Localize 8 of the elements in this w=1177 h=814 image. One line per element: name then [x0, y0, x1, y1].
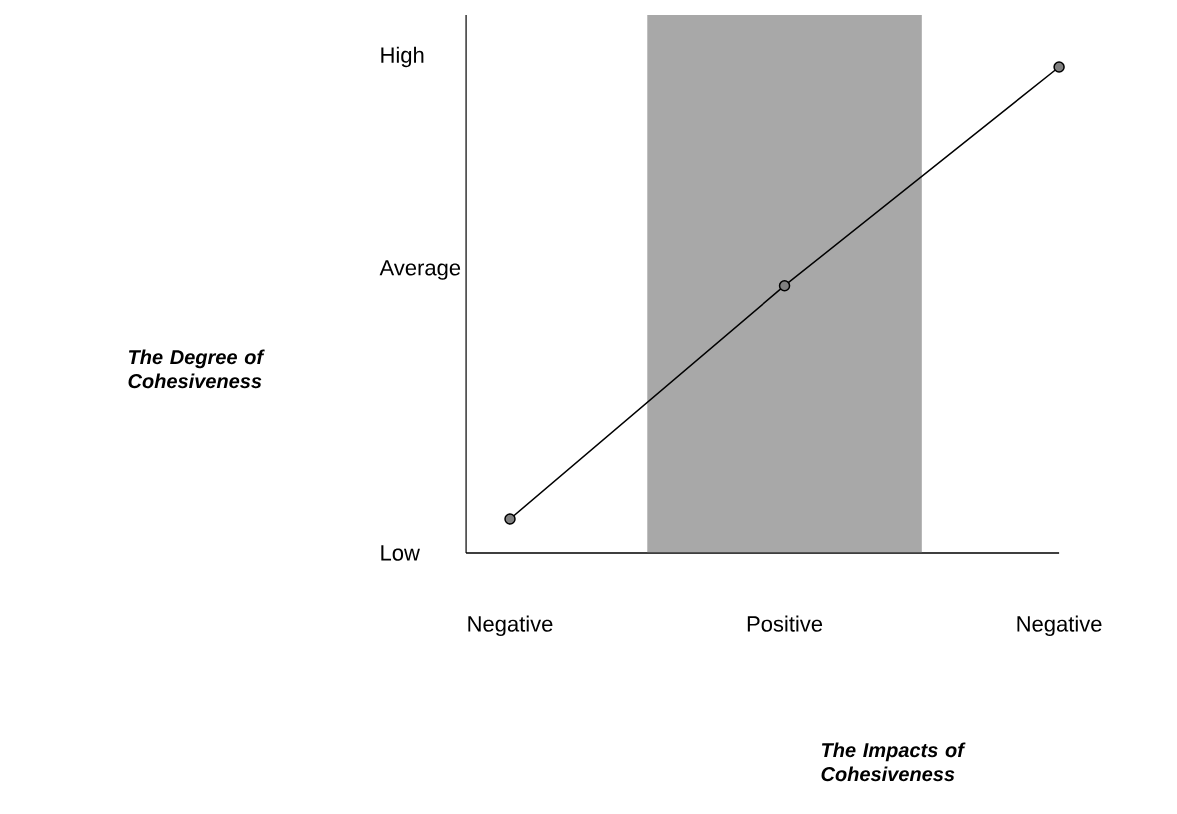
text: The Degree of Cohesiveness: [128, 349, 265, 389]
text: The Impacts of Cohesiveness: [821, 742, 966, 782]
text: Low: [381, 545, 420, 561]
text: High: [381, 46, 424, 68]
x-tick-label: Positive: [747, 615, 823, 632]
text: Average: [379, 260, 461, 280]
x-tick-label: Negative: [468, 615, 553, 637]
x-tick-label: Negative: [1017, 615, 1102, 637]
